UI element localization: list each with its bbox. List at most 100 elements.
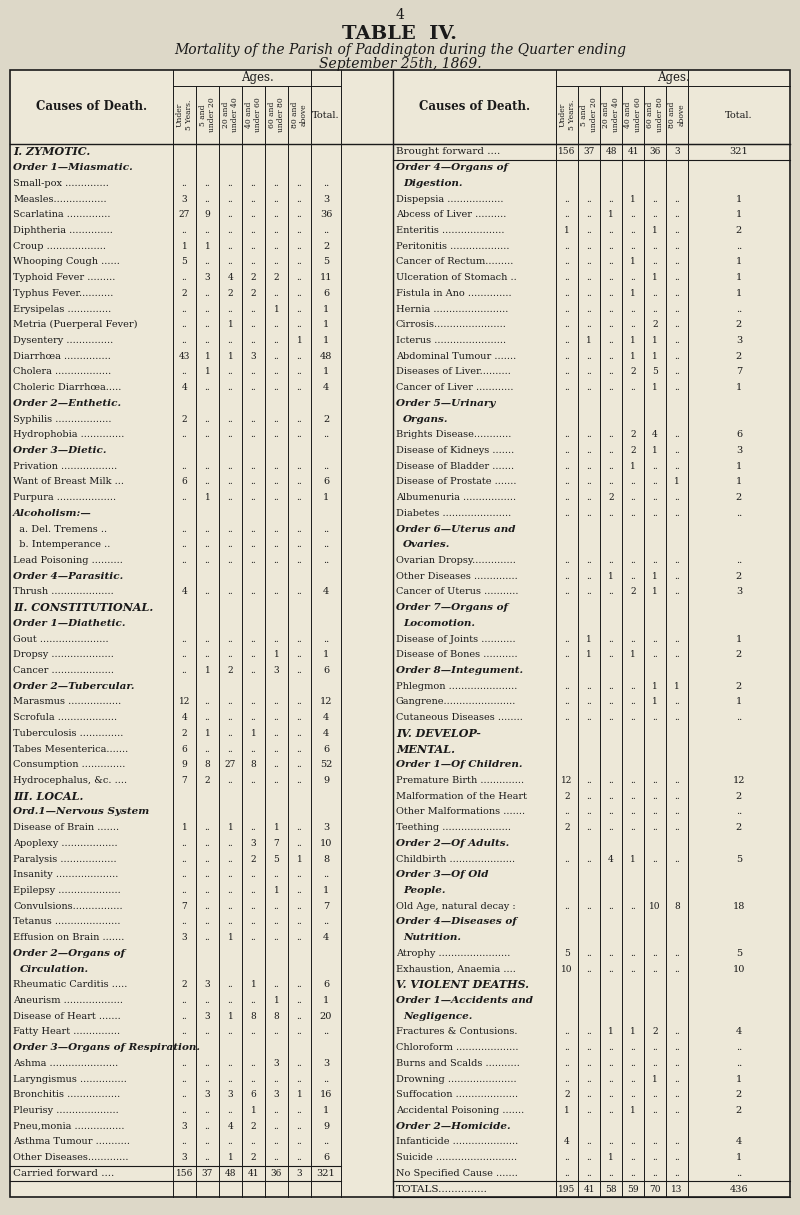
Text: 52: 52 — [320, 761, 332, 769]
Text: ..: .. — [630, 210, 636, 219]
Text: 1: 1 — [297, 1090, 302, 1100]
Text: ..: .. — [250, 1059, 256, 1068]
Text: ..: .. — [564, 493, 570, 502]
Text: ..: .. — [674, 1059, 680, 1068]
Text: People.: People. — [403, 886, 446, 895]
Text: ..: .. — [323, 179, 329, 188]
Text: ..: .. — [586, 446, 592, 454]
Text: ..: .. — [297, 1074, 302, 1084]
Text: ..: .. — [250, 870, 256, 880]
Text: ..: .. — [205, 587, 210, 597]
Text: ..: .. — [586, 258, 592, 266]
Text: Alcoholism:—: Alcoholism:— — [13, 509, 92, 518]
Text: ..: .. — [274, 210, 279, 219]
Text: ..: .. — [674, 1074, 680, 1084]
Text: ..: .. — [608, 258, 614, 266]
Text: ..: .. — [630, 477, 636, 486]
Text: 36: 36 — [320, 210, 332, 219]
Text: ..: .. — [564, 556, 570, 565]
Text: ..: .. — [564, 854, 570, 864]
Text: ..: .. — [274, 367, 279, 377]
Text: ..: .. — [274, 383, 279, 392]
Text: 7: 7 — [274, 838, 279, 848]
Text: ..: .. — [297, 477, 302, 486]
Text: ..: .. — [250, 477, 256, 486]
Text: ..: .. — [608, 337, 614, 345]
Text: 1: 1 — [652, 1074, 658, 1084]
Text: ..: .. — [228, 1028, 234, 1036]
Text: 2: 2 — [182, 981, 187, 989]
Text: ..: .. — [564, 587, 570, 597]
Text: ..: .. — [274, 525, 279, 533]
Text: 8: 8 — [274, 1012, 279, 1021]
Text: 1: 1 — [205, 351, 210, 361]
Text: ..: .. — [323, 541, 329, 549]
Text: ..: .. — [205, 854, 210, 864]
Text: 4: 4 — [182, 713, 187, 722]
Text: ..: .. — [274, 933, 279, 942]
Text: ..: .. — [608, 650, 614, 660]
Text: ..: .. — [228, 838, 234, 848]
Text: ..: .. — [297, 525, 302, 533]
Text: ..: .. — [274, 258, 279, 266]
Text: ..: .. — [674, 509, 680, 518]
Text: 3: 3 — [228, 1090, 234, 1100]
Text: Brought forward ....: Brought forward .... — [396, 147, 500, 157]
Text: ..: .. — [674, 321, 680, 329]
Text: ..: .. — [630, 824, 636, 832]
Text: 1: 1 — [228, 351, 234, 361]
Text: ..: .. — [652, 634, 658, 644]
Text: ..: .. — [674, 792, 680, 801]
Text: ..: .. — [652, 1137, 658, 1147]
Text: ..: .. — [674, 210, 680, 219]
Text: Measles.................: Measles................. — [13, 194, 106, 203]
Text: ..: .. — [182, 854, 187, 864]
Text: ..: .. — [182, 838, 187, 848]
Text: 1: 1 — [652, 226, 658, 234]
Text: 5 and
under 20: 5 and under 20 — [581, 97, 598, 132]
Text: Bronchitis .................: Bronchitis ................. — [13, 1090, 120, 1100]
Text: ..: .. — [736, 509, 742, 518]
Text: ..: .. — [228, 1074, 234, 1084]
Text: ..: .. — [323, 525, 329, 533]
Text: ..: .. — [228, 226, 234, 234]
Text: 3: 3 — [274, 1090, 279, 1100]
Text: ..: .. — [182, 634, 187, 644]
Text: ..: .. — [608, 1059, 614, 1068]
Text: ..: .. — [297, 996, 302, 1005]
Text: ..: .. — [652, 824, 658, 832]
Text: Gout ......................: Gout ...................... — [13, 634, 109, 644]
Text: ..: .. — [297, 1012, 302, 1021]
Text: 1: 1 — [736, 462, 742, 470]
Text: ..: .. — [652, 808, 658, 816]
Text: ..: .. — [297, 634, 302, 644]
Text: ..: .. — [205, 996, 210, 1005]
Text: ..: .. — [274, 1074, 279, 1084]
Text: Scrofula ...................: Scrofula ................... — [13, 713, 117, 722]
Text: 2: 2 — [250, 854, 256, 864]
Text: 5 and
under 20: 5 and under 20 — [199, 97, 216, 132]
Text: ..: .. — [608, 194, 614, 203]
Text: ..: .. — [297, 351, 302, 361]
Text: ..: .. — [652, 854, 658, 864]
Text: Hernia ........................: Hernia ........................ — [396, 305, 508, 313]
Text: 1: 1 — [652, 682, 658, 690]
Text: ..: .. — [674, 258, 680, 266]
Text: 4: 4 — [228, 273, 234, 282]
Text: ..: .. — [297, 729, 302, 738]
Text: 13: 13 — [671, 1185, 682, 1193]
Text: ..: .. — [736, 808, 742, 816]
Text: 1: 1 — [564, 1106, 570, 1115]
Text: ..: .. — [608, 351, 614, 361]
Text: 1: 1 — [674, 682, 680, 690]
Text: ..: .. — [228, 337, 234, 345]
Text: ..: .. — [630, 682, 636, 690]
Text: ..: .. — [274, 634, 279, 644]
Text: ..: .. — [205, 337, 210, 345]
Text: Premature Birth ..............: Premature Birth .............. — [396, 776, 524, 785]
Text: 2: 2 — [652, 1028, 658, 1036]
Text: ..: .. — [736, 242, 742, 250]
Text: ..: .. — [608, 824, 614, 832]
Text: ..: .. — [652, 305, 658, 313]
Text: 20 and
under 40: 20 and under 40 — [222, 97, 239, 132]
